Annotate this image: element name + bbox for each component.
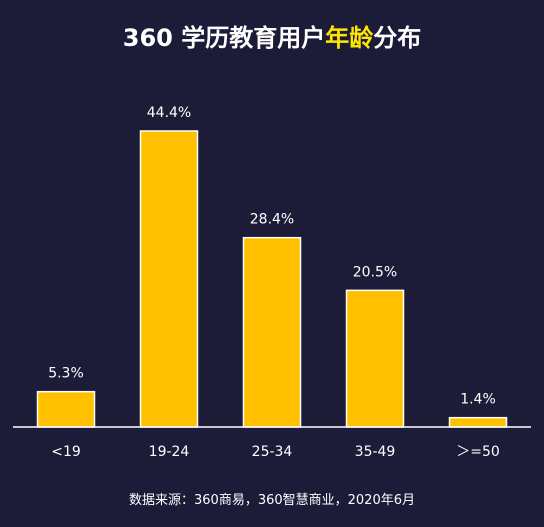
x-tick-label-0: <19: [51, 444, 81, 460]
bar-0: [36, 390, 96, 428]
data-label-4: 1.4%: [460, 392, 496, 408]
source-note: 数据来源：360商易，360智慧商业，2020年6月: [129, 493, 415, 508]
data-label-0: 5.3%: [48, 366, 84, 382]
bar-3: [345, 289, 405, 428]
bar-4: [448, 416, 508, 428]
data-labels-group: 5.3% 44.4% 28.4% 20.5% 1.4%: [48, 105, 496, 408]
x-tick-label-2: 25-34: [252, 444, 293, 460]
data-label-1: 44.4%: [147, 105, 191, 121]
data-label-2: 28.4%: [250, 212, 294, 228]
title-highlight: 年龄: [325, 24, 374, 52]
x-tick-label-4: ＞=50: [456, 444, 500, 460]
chart-title: 360 学历教育用户年龄分布: [0, 18, 544, 53]
title-part-1: 360 学历教育用户: [122, 24, 326, 52]
title-part-2: 分布: [373, 24, 422, 52]
bar-2: [242, 236, 302, 428]
data-label-3: 20.5%: [353, 264, 397, 280]
x-tick-label-1: 19-24: [149, 444, 190, 460]
x-tick-label-3: 35-49: [355, 444, 396, 460]
bar-1: [139, 130, 199, 428]
bars-group: [36, 130, 508, 428]
x-tick-labels-group: <19 19-24 25-34 35-49 ＞=50: [51, 444, 500, 460]
